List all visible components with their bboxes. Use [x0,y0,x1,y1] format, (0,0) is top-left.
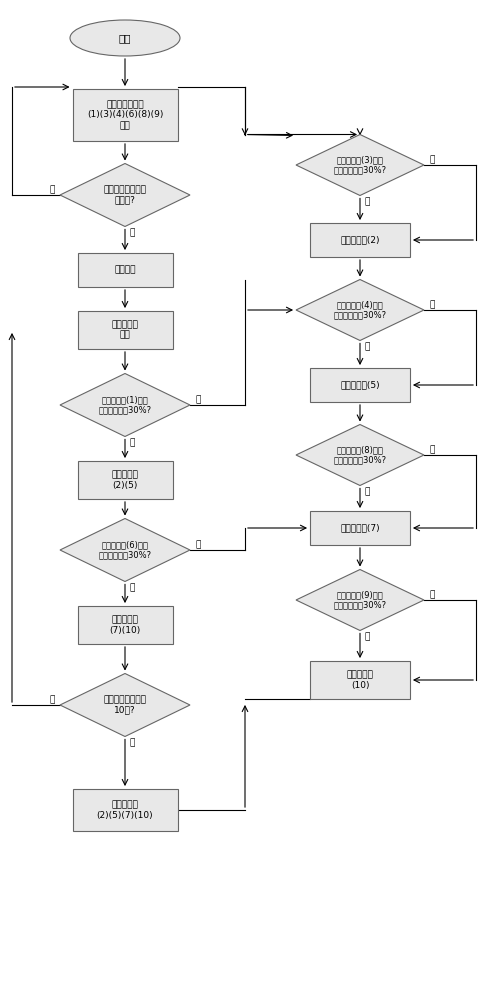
Bar [77,461,172,499]
Text: 是: 是 [364,632,369,641]
Text: 开始: 开始 [119,33,131,43]
Text: 否: 否 [429,300,435,310]
Text: 打开电磁阀
(10): 打开电磁阀 (10) [347,670,373,690]
Text: 是: 是 [364,487,369,496]
Polygon shape [296,424,424,486]
Polygon shape [60,518,190,582]
Text: 否: 否 [49,696,55,704]
Text: 打开电磁阀
(7)(10): 打开电磁阀 (7)(10) [109,615,141,635]
Polygon shape [60,373,190,436]
Bar [72,89,177,141]
Polygon shape [296,279,424,340]
Text: 是: 是 [364,342,369,351]
Bar [72,789,177,831]
Bar [77,311,172,349]
Bar [310,511,410,545]
Bar [77,253,172,287]
Text: 否: 否 [429,155,435,164]
Bar [310,223,410,257]
Text: 打开电磁阀
(2)(5): 打开电磁阀 (2)(5) [112,470,139,490]
Bar [310,661,410,699]
Text: 否: 否 [49,186,55,194]
Text: 压力传感器(6)压力
下降是否大于30%?: 压力传感器(6)压力 下降是否大于30%? [99,540,152,560]
Text: 是: 是 [129,438,135,447]
Text: 采集压力传感器
(1)(3)(4)(6)(8)(9)
信号: 采集压力传感器 (1)(3)(4)(6)(8)(9) 信号 [87,100,163,130]
Text: 压力传感器(9)压力
下降是否大于30%?: 压力传感器(9)压力 下降是否大于30%? [333,590,386,610]
Ellipse shape [70,20,180,56]
Text: 计时时间是否超过
10秒?: 计时时间是否超过 10秒? [103,695,146,715]
Text: 否: 否 [429,590,435,599]
Polygon shape [296,570,424,631]
Text: 否: 否 [195,395,201,404]
Text: 采集各压力
信号: 采集各压力 信号 [112,320,139,340]
Text: 打开电磁阀(7): 打开电磁阀(7) [340,524,380,532]
Text: 是: 是 [129,738,135,747]
Text: 打开电磁阀(5): 打开电磁阀(5) [340,380,380,389]
Text: 是否有相继增压转
换信号?: 是否有相继增压转 换信号? [103,185,146,205]
Polygon shape [60,163,190,227]
Text: 否: 否 [195,540,201,550]
Text: 否: 否 [429,446,435,454]
Text: 关闭电磁阀
(2)(5)(7)(10): 关闭电磁阀 (2)(5)(7)(10) [97,800,153,820]
Text: 压力传感器(4)压力
下降是否大于30%?: 压力传感器(4)压力 下降是否大于30%? [333,300,386,320]
Text: 是: 是 [364,197,369,206]
Bar [310,368,410,402]
Text: 开始计时: 开始计时 [114,265,136,274]
Text: 是: 是 [129,228,135,237]
Polygon shape [60,674,190,736]
Polygon shape [296,134,424,196]
Text: 压力传感器(8)压力
下降是否大于30%?: 压力传感器(8)压力 下降是否大于30%? [333,445,386,465]
Text: 是: 是 [129,583,135,592]
Text: 打开电磁阀(2): 打开电磁阀(2) [340,235,380,244]
Text: 压力传感器(1)压力
下降是否大于30%?: 压力传感器(1)压力 下降是否大于30%? [99,395,152,415]
Text: 压力传感器(3)压力
下降是否大于30%?: 压力传感器(3)压力 下降是否大于30%? [333,155,386,175]
Bar [77,606,172,644]
